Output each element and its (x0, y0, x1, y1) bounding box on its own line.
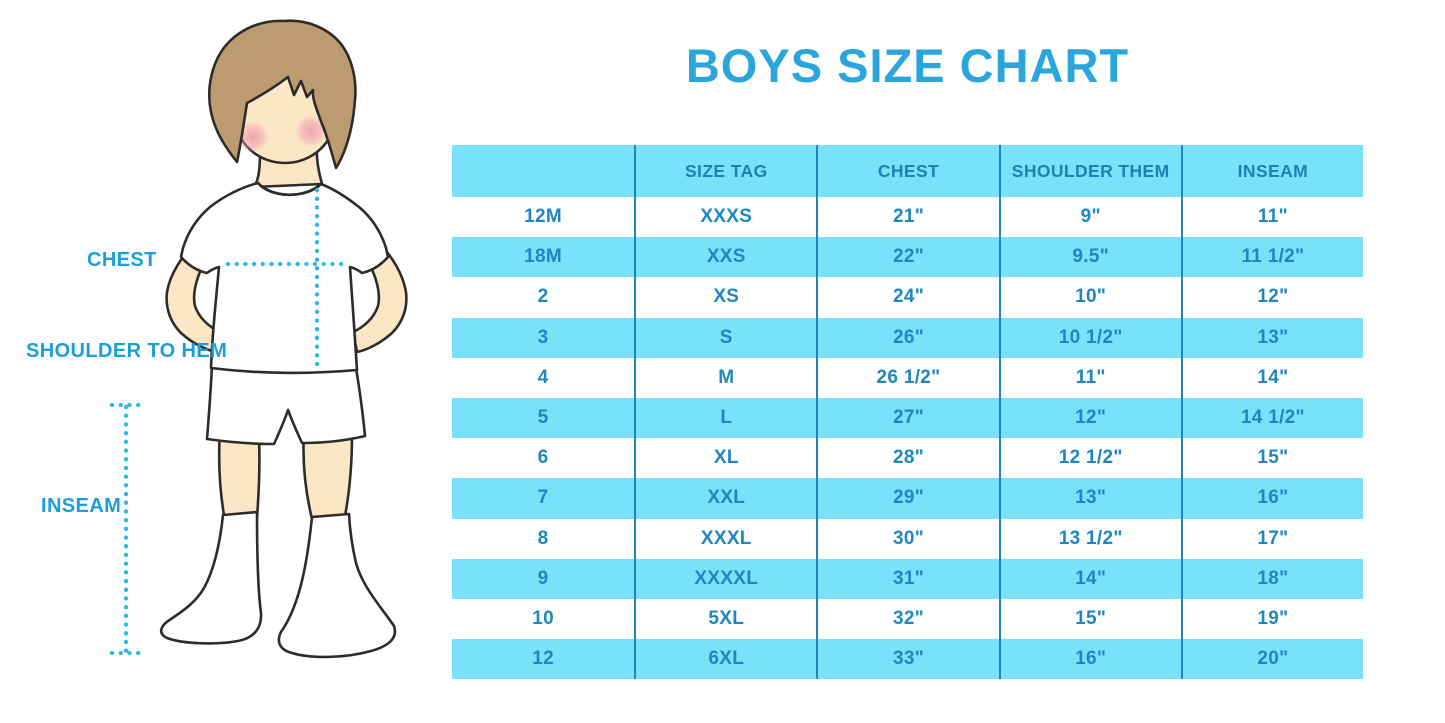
table-cell: 12" (1180, 277, 1363, 318)
column-header: SIZE TAG (634, 145, 816, 197)
table-cell: 11" (1180, 197, 1363, 238)
table-row: 7 XXL 29" 13" 16" (452, 478, 1363, 519)
size-table-header: SIZE TAG CHEST SHOULDER THEM INSEAM (452, 145, 1363, 197)
table-cell: XL (634, 438, 816, 479)
table-cell: 13 1/2" (998, 518, 1181, 559)
table-cell: 20" (1180, 639, 1363, 680)
table-row: 18M XXS 22" 9.5" 11 1/2" (452, 237, 1363, 278)
table-row: 8 XXXL 30" 13 1/2" 17" (452, 518, 1363, 559)
table-cell: 10 1/2" (998, 317, 1181, 358)
table-cell: 17" (1180, 518, 1363, 559)
column-header: CHEST (816, 145, 998, 197)
table-row: 12M XXXS 21" 9" 11" (452, 197, 1363, 238)
boy-socks (159, 510, 397, 659)
table-cell: XXXL (634, 518, 816, 559)
boy-tshirt (179, 181, 390, 375)
table-cell: 14" (998, 558, 1181, 599)
table-cell: S (634, 317, 816, 358)
table-row: 2 XS 24" 10" 12" (452, 277, 1363, 318)
table-row: 5 L 27" 12" 14 1/2" (452, 397, 1363, 439)
table-cell: 12" (998, 397, 1181, 439)
column-header: SHOULDER THEM (998, 145, 1181, 197)
table-cell: 15" (1180, 438, 1363, 479)
table-cell: 5XL (634, 598, 816, 640)
table-cell: 12 1/2" (998, 438, 1181, 479)
table-cell: 14" (1180, 357, 1363, 398)
table-cell: 29" (816, 478, 998, 519)
shoulder-to-hem-label: SHOULDER TO HEM (26, 340, 228, 362)
table-cell: 30" (816, 518, 998, 559)
table-cell: XXL (634, 478, 816, 519)
table-cell: 12 (532, 648, 554, 670)
table-row: 3 S 26" 10 1/2" 13" (452, 317, 1363, 358)
boy-figure-illustration (109, 19, 408, 659)
table-cell: 26 1/2" (816, 357, 998, 398)
table-row: 4 M 26 1/2" 11" 14" (452, 357, 1363, 398)
table-cell: L (634, 397, 816, 439)
table-cell: 16" (998, 639, 1181, 680)
table-cell: 13" (1180, 317, 1363, 358)
table-row: 6 XL 28" 12 1/2" 15" (452, 438, 1363, 479)
table-cell: M (634, 357, 816, 398)
table-cell: 12M (524, 206, 563, 228)
table-cell: 22" (816, 237, 998, 278)
table-row: 12 6XL 33" 16" 20" (452, 639, 1363, 680)
table-cell: 14 1/2" (1180, 397, 1363, 439)
column-header (452, 145, 634, 197)
page-title: BOYS SIZE CHART (685, 39, 1130, 92)
boy-head (207, 19, 357, 170)
table-cell: 27" (816, 397, 998, 439)
table-cell: 15" (998, 598, 1181, 640)
size-table-body: 12M XXXS 21" 9" 11" 18M XXS 22" 9.5" 11 1/2" 2 XS 24… (452, 197, 1363, 680)
table-cell: 9.5" (998, 237, 1181, 278)
size-table: SIZE TAG CHEST SHOULDER THEM INSEAM 12M XXXS… (452, 145, 1363, 680)
table-cell: 11" (998, 357, 1181, 398)
table-cell: 10" (998, 277, 1181, 318)
boy-hair (207, 19, 357, 170)
table-cell: 2 (537, 286, 549, 308)
table-cell: XXXXL (634, 558, 816, 599)
table-cell: XXS (634, 237, 816, 278)
table-row: 9 XXXXL 31" 14" 18" (452, 558, 1363, 599)
table-cell: 4 (537, 366, 549, 388)
table-cell: 18M (524, 246, 563, 268)
table-cell: 6XL (634, 639, 816, 680)
table-cell: 11 1/2" (1180, 237, 1363, 278)
table-cell: XS (634, 277, 816, 318)
table-cell: 24" (816, 277, 998, 318)
measurement-lines (109, 187, 346, 656)
table-cell: 26" (816, 317, 998, 358)
table-row: 10 5XL 32" 15" 19" (452, 598, 1363, 640)
table-cell: 10 (532, 607, 554, 629)
boy-shorts (205, 362, 367, 446)
table-cell: 7 (537, 487, 549, 509)
table-cell: 9 (537, 567, 549, 589)
table-cell: 33" (816, 639, 998, 680)
table-cell: 19" (1180, 598, 1363, 640)
table-cell: 9" (998, 197, 1181, 238)
table-cell: 18" (1180, 558, 1363, 599)
table-cell: 8 (537, 527, 549, 549)
table-cell: 3 (537, 326, 549, 348)
column-header: INSEAM (1180, 145, 1363, 197)
cheek-right (295, 115, 327, 147)
table-cell: 5 (537, 407, 549, 429)
table-cell: 16" (1180, 478, 1363, 519)
chest-label: CHEST (87, 249, 157, 271)
table-cell: 31" (816, 558, 998, 599)
table-cell: 6 (537, 447, 549, 469)
table-cell: 21" (816, 197, 998, 238)
cheek-left (237, 121, 269, 153)
table-cell: 13" (998, 478, 1181, 519)
table-cell: XXXS (634, 197, 816, 238)
table-cell: 28" (816, 438, 998, 479)
table-cell: 32" (816, 598, 998, 640)
inseam-label: INSEAM (41, 495, 122, 517)
